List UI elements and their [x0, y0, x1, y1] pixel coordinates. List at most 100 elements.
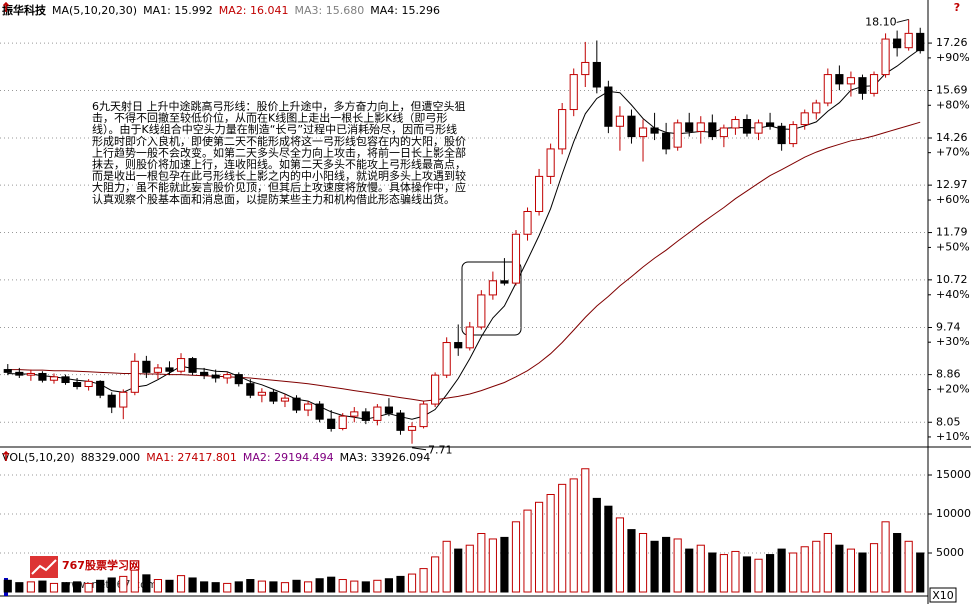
candle-body — [234, 374, 243, 385]
volume-bar — [303, 581, 313, 593]
volume-bar — [511, 521, 521, 593]
candle-body — [361, 411, 370, 421]
y-tick-label: 8.05 — [936, 415, 961, 428]
candle-body — [731, 119, 740, 129]
y2-tick-label: +40% — [936, 288, 970, 301]
volume-bar — [119, 575, 128, 593]
volume-bar — [650, 540, 659, 593]
ma-label: MA(5,10,20,30) — [52, 3, 138, 17]
candle-body — [84, 380, 93, 388]
volume-bar — [719, 554, 728, 593]
y-tick-label: 11.79 — [936, 226, 968, 239]
volume-bar — [292, 579, 301, 593]
volume-bar — [904, 540, 913, 593]
volume-bar — [200, 581, 209, 593]
y2-tick-label: +50% — [936, 240, 970, 253]
volume-bar — [581, 468, 590, 593]
candle-body — [61, 376, 70, 384]
volume-bar — [869, 543, 879, 593]
candle-body — [627, 115, 636, 138]
volume-legend: VOL(5,10,20) 88329.000 MA1: 27417.801 MA2: … — [2, 451, 430, 464]
candle-body — [303, 403, 313, 411]
candle-body — [130, 360, 139, 393]
volume-bar — [569, 478, 578, 593]
vol-legend: MA1: 27417.801 — [3, 451, 237, 464]
annotation-line: 抹去，则股价将加速上行，连收阳线。如第二天多头不能攻上弓形线最高点， — [92, 157, 466, 171]
volume-bar — [488, 538, 497, 593]
volume-bar — [523, 509, 532, 593]
volume-bar — [893, 532, 902, 593]
volume-bar — [638, 532, 648, 593]
annotation-line: 大阻力，虽不能就此妄言股价见顶，但其后上攻速度将放慢。具体操作中，应 — [92, 180, 466, 194]
candle-body — [546, 148, 555, 177]
annotation-line: 击，不得不回撤至较低价位，从而在K线图上走出一根长上影K线（即弓形 — [92, 111, 447, 125]
candle-body — [257, 391, 266, 396]
volume-bar — [153, 579, 163, 593]
candle-body — [49, 376, 59, 381]
watermark-logo-line — [31, 559, 57, 575]
volume-bar — [15, 582, 24, 593]
watermark-title: 767股票学习网 — [62, 558, 140, 572]
watermark-logo — [30, 556, 58, 578]
annotation-line: 6九天射日 上升中途跳高弓形线：股价上升途中，多方奋力向上，但遭空头狙 — [92, 99, 466, 113]
volume-bar — [708, 552, 717, 593]
volume-bar — [223, 582, 232, 593]
volume-bar — [477, 532, 486, 593]
volume-bar — [731, 550, 740, 593]
candle-body — [881, 38, 890, 76]
y-tick-label: 10.72 — [936, 273, 968, 286]
volume-bar — [338, 579, 347, 593]
volume-bar — [3, 579, 12, 593]
y2-tick-label: +90% — [936, 51, 970, 64]
candle-body — [696, 122, 705, 132]
price-legend: 振华科技 MA(5,10,20,30) MA1: 15.992 MA2: 16.041… — [2, 2, 440, 18]
candle-body — [812, 102, 821, 114]
y-tick-label: 12.97 — [936, 178, 968, 191]
annotation-line: 认真观察个股基本面和消息面，以提防某些主力和机构借此形态骗线出货。 — [92, 192, 455, 206]
annotation-line: 形成时即介入良机，即使第二天不能形成将这一弓形线包容在内的大阳，股价 — [92, 134, 466, 148]
volume-bar — [431, 556, 440, 593]
volume-bar — [26, 581, 35, 593]
candle-body — [638, 127, 648, 138]
volume-bar — [84, 582, 93, 593]
candle-body — [223, 374, 232, 379]
candle-body — [200, 371, 209, 376]
volume-bar — [72, 581, 82, 593]
arrow-path — [3, 451, 9, 461]
volume-bar — [916, 552, 925, 593]
volume-bar — [881, 521, 890, 593]
candle-body — [350, 411, 359, 417]
y2-tick-label: +30% — [936, 335, 970, 348]
volume-bar — [107, 577, 116, 593]
vol-legend: MA3: 33926.094 — [3, 451, 430, 464]
candle-body — [454, 342, 463, 349]
volume-bar — [765, 554, 775, 593]
candle-body — [442, 342, 451, 376]
arrow-icon — [3, 451, 9, 461]
volume-bar — [534, 501, 544, 593]
volume-bar — [315, 578, 324, 593]
candle-body — [431, 374, 440, 405]
candle-body — [465, 326, 474, 349]
volume-bar — [696, 544, 705, 593]
candle-body — [789, 124, 798, 145]
volume-bar — [96, 579, 105, 593]
candle-body — [800, 112, 809, 126]
candle-body — [292, 397, 301, 411]
scale-box — [929, 587, 957, 603]
volume-bar — [361, 581, 370, 593]
high-label: 18.10 — [865, 15, 897, 28]
volume-bar — [234, 581, 243, 593]
volume-bar — [269, 581, 278, 593]
candle-body — [280, 397, 290, 402]
candle-body — [719, 127, 728, 138]
annotation-line: 上行趋势一般不会改变。如第二天多头尽全力向上攻击，将前一日长上影全部 — [92, 145, 466, 159]
help-icon[interactable]: ? — [954, 1, 960, 14]
volume-bar — [257, 580, 266, 593]
candle-body — [592, 61, 601, 88]
candle-body — [869, 74, 879, 94]
y-tick-label: 14.26 — [936, 131, 968, 144]
volume-bar — [211, 582, 220, 593]
y-tick-label: 10000 — [936, 507, 971, 520]
